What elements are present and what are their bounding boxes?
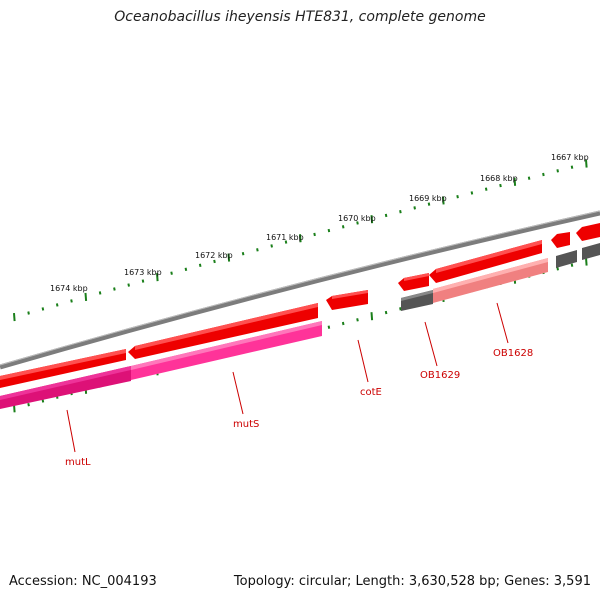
major-tick (442, 196, 445, 205)
minor-tick (184, 267, 188, 271)
gene-label-OB1628: OB1628 (493, 348, 533, 359)
minor-tick (27, 402, 30, 407)
major-tick (84, 292, 88, 302)
minor-tick (170, 271, 173, 275)
minor-tick (427, 202, 431, 206)
kbp-labels: 1674 kbp 1673 kbp 1672 kbp 1671 kbp 1670… (50, 153, 589, 293)
major-tick (370, 215, 374, 224)
minor-tick (41, 307, 45, 311)
gene-label-OB1629: OB1629 (420, 370, 460, 381)
minor-tick (470, 191, 474, 195)
kbp-label: 1668 kbp (480, 174, 518, 183)
forward-strand-features (0, 223, 600, 388)
minor-tick (570, 165, 574, 169)
minor-tick (70, 299, 73, 303)
minor-tick (270, 244, 273, 248)
gene-label-mutL: mutL (65, 457, 91, 468)
minor-tick (141, 279, 145, 283)
minor-tick (27, 311, 30, 315)
minor-tick (356, 221, 359, 225)
major-tick (13, 312, 16, 322)
gene-feature-unnamed-a (551, 232, 570, 248)
kbp-label: 1672 kbp (195, 251, 233, 260)
minor-tick (284, 240, 288, 244)
gene-label-cotE: cotE (360, 387, 382, 398)
major-tick (227, 253, 231, 262)
outer-tick-track (13, 159, 588, 322)
kbp-label: 1674 kbp (50, 284, 88, 293)
gene-labels: mutL mutS cotE OB1629 OB1628 (65, 348, 533, 468)
gene-label-mutS: mutS (233, 419, 259, 430)
gene-feature-unnamed-b (576, 223, 600, 241)
minor-tick (399, 307, 402, 311)
major-tick (156, 273, 159, 282)
minor-tick (198, 263, 202, 268)
minor-tick (542, 172, 545, 177)
major-tick (585, 159, 588, 168)
gene-feature-unnamed-d (582, 243, 600, 260)
major-tick (513, 177, 517, 186)
kbp-label: 1670 kbp (338, 214, 376, 223)
minor-tick (456, 194, 459, 199)
minor-tick (313, 232, 316, 237)
minor-tick (98, 291, 102, 295)
minor-tick (256, 248, 259, 252)
accession-text: Accession: NC_004193 (9, 574, 157, 589)
gene-feature-unnamed-c (556, 250, 577, 268)
minor-tick (570, 263, 574, 267)
minor-tick (556, 267, 559, 271)
minor-tick (241, 251, 245, 256)
minor-tick (41, 399, 45, 403)
minor-tick (399, 209, 402, 214)
major-tick (370, 312, 374, 321)
minor-tick (341, 321, 345, 326)
minor-tick (484, 187, 488, 191)
minor-tick (499, 183, 502, 188)
minor-tick (341, 225, 345, 229)
kbp-label: 1669 kbp (409, 194, 447, 203)
minor-tick (127, 283, 130, 287)
genome-summary-text: Topology: circular; Length: 3,630,528 bp… (233, 574, 591, 589)
gene-label-leaders (66, 302, 509, 453)
major-tick (299, 234, 302, 243)
minor-tick (113, 287, 116, 291)
minor-tick (527, 176, 531, 180)
minor-tick (384, 310, 388, 315)
genome-backbone (0, 210, 600, 370)
kbp-label: 1671 kbp (266, 233, 304, 242)
minor-tick (556, 169, 559, 173)
minor-tick (327, 325, 331, 329)
minor-tick (327, 228, 331, 233)
gene-feature-cotE (326, 290, 368, 310)
reverse-strand-features (0, 243, 600, 409)
map-title: Oceanobacillus iheyensis HTE831, complet… (114, 9, 486, 25)
gene-feature-OB1629 (401, 290, 433, 311)
minor-tick (384, 213, 388, 218)
major-tick (585, 257, 588, 266)
minor-tick (213, 259, 216, 264)
minor-tick (55, 303, 59, 307)
minor-tick (356, 318, 359, 322)
kbp-label: 1667 kbp (551, 153, 589, 162)
kbp-label: 1673 kbp (124, 268, 162, 277)
minor-tick (413, 206, 416, 210)
